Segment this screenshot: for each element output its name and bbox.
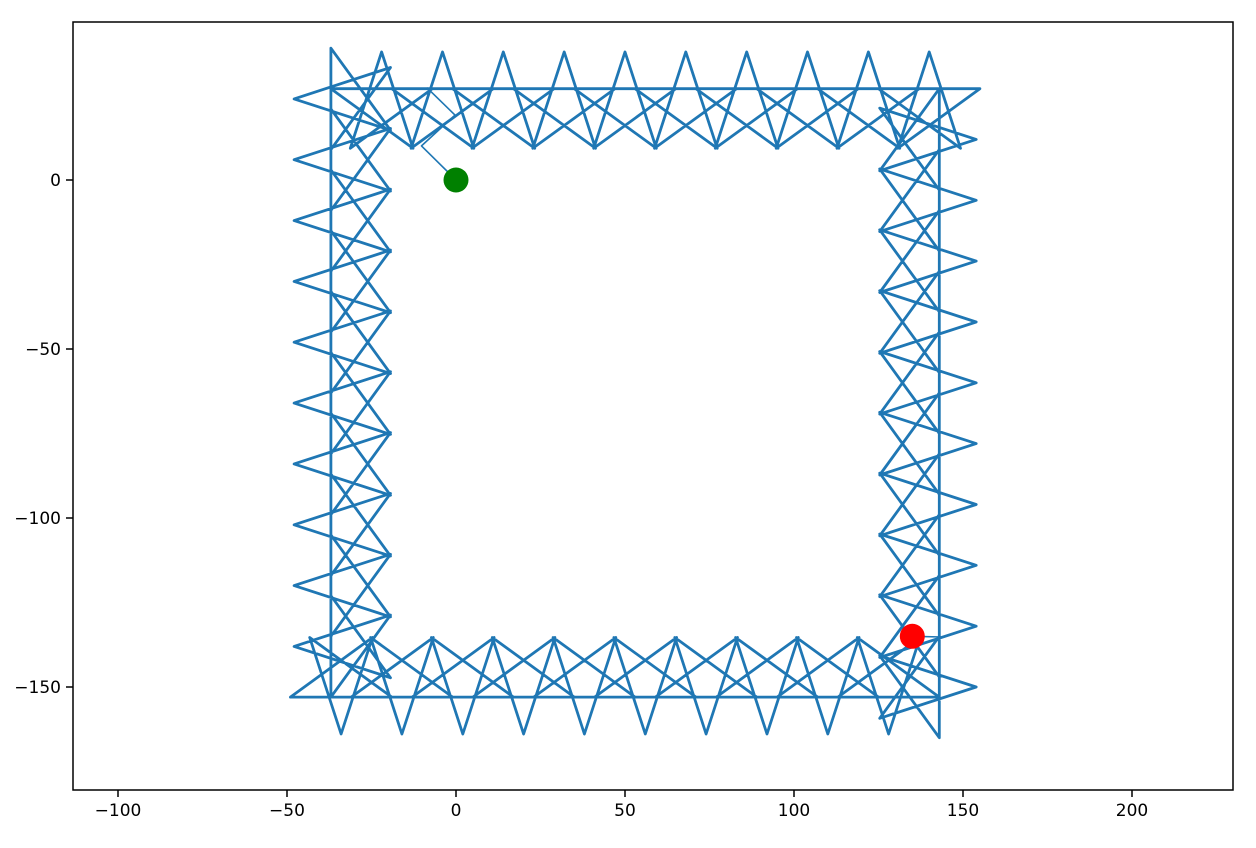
x-axis-tick-label: −100 — [95, 801, 142, 821]
x-axis-tick-label: 100 — [778, 801, 810, 821]
axes-spines — [72, 21, 1234, 791]
plot-area — [73, 22, 1233, 790]
y-axis-tick-label: −50 — [25, 340, 61, 360]
x-axis-tick-label: 0 — [451, 801, 462, 821]
start-marker — [443, 167, 469, 193]
star-ring-path — [288, 46, 982, 740]
y-axis-tick-label: 0 — [50, 171, 61, 191]
x-axis-tick-label: 200 — [1116, 801, 1148, 821]
x-axis-tick-label: 50 — [614, 801, 636, 821]
start-connector-line — [420, 87, 457, 181]
y-axis-tick-label: −100 — [14, 509, 61, 529]
y-axis-tick-label: −150 — [14, 678, 61, 698]
x-axis-tick-label: 150 — [947, 801, 979, 821]
end-marker — [899, 623, 925, 649]
x-axis-tick-label: −50 — [269, 801, 305, 821]
